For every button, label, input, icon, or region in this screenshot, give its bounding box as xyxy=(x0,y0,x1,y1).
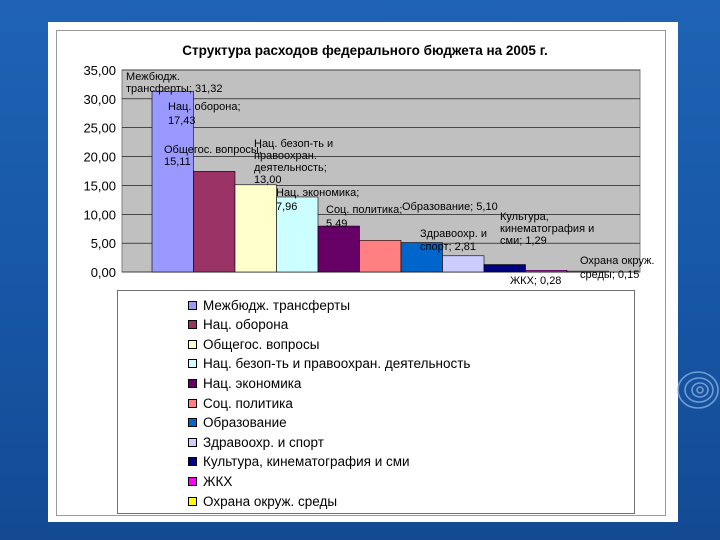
legend-item: ЖКХ xyxy=(188,473,232,489)
bar xyxy=(566,270,609,273)
y-tick-label: 5,00 xyxy=(91,236,116,251)
legend-item: Нац. экономика xyxy=(188,375,301,391)
bar xyxy=(234,184,277,273)
y-tick-label: 25,00 xyxy=(83,121,116,136)
bar xyxy=(483,264,526,273)
legend-item: Культура, кинематография и сми xyxy=(188,454,410,470)
bar xyxy=(276,196,319,273)
legend-swatch xyxy=(188,378,197,388)
legend-label: Нац. оборона xyxy=(203,317,289,333)
legend-swatch xyxy=(188,359,197,369)
legend-swatch xyxy=(188,300,197,310)
y-tick-label: 20,00 xyxy=(83,150,116,165)
legend: Межбюдж. трансферты Нац. оборона Общегос. … xyxy=(117,290,635,514)
legend-swatch xyxy=(188,457,197,467)
legend-item: Соц. политика xyxy=(188,395,293,411)
data-label: Здравоохр. и спорт; 2,81 xyxy=(420,228,487,253)
legend-label: Межбюдж. трансферты xyxy=(203,297,351,313)
legend-swatch xyxy=(188,418,197,428)
bar xyxy=(442,255,485,273)
data-label: ЖКХ; 0,28 xyxy=(510,275,561,287)
y-tick-label: 10,00 xyxy=(83,207,116,222)
legend-label: Общегос. вопросы xyxy=(203,336,320,352)
legend-item: Нац. безоп-ть и правоохран. деятельность xyxy=(188,356,470,372)
legend-swatch xyxy=(188,476,197,486)
swirl-decoration-icon xyxy=(677,371,719,409)
legend-swatch xyxy=(188,437,197,447)
data-label: Общегос. вопросы; 15,11 xyxy=(164,144,262,168)
legend-item: Нац. оборона xyxy=(188,317,288,333)
data-label: Соц. политика; 5,49 xyxy=(326,204,402,230)
legend-item: Охрана окруж. среды xyxy=(188,493,337,509)
data-label: Образование; 5,10 xyxy=(402,201,498,213)
legend-swatch xyxy=(188,339,197,349)
legend-swatch xyxy=(188,496,197,506)
y-tick-label: 30,00 xyxy=(83,92,116,107)
y-axis-ticks: 0,00 5,00 10,00 15,00 20,00 25,00 30,00 35,00 xyxy=(83,63,116,280)
data-label: Нац. безоп-ть и правоохран. деятельность; 1… xyxy=(254,138,333,186)
legend-label: Соц. политика xyxy=(203,395,293,411)
data-label: Охрана окруж. среды; 0,15 xyxy=(580,255,654,281)
data-label: Культура, кинематография и сми; 1,29 xyxy=(500,211,594,247)
legend-label: Здравоохр. и спорт xyxy=(203,434,324,450)
bar xyxy=(151,90,194,273)
y-tick-label: 0,00 xyxy=(91,265,116,280)
legend-swatch xyxy=(188,320,197,330)
legend-item: Образование xyxy=(188,415,287,431)
legend-swatch xyxy=(188,398,197,408)
data-label: Межбюдж. трансферты; 31,32 xyxy=(126,71,222,95)
data-label: Нац. оборона; 17,43 xyxy=(168,101,241,127)
bar xyxy=(525,270,568,273)
legend-item: Межбюдж. трансферты xyxy=(188,297,350,313)
legend-label: Образование xyxy=(203,415,287,431)
y-tick-label: 15,00 xyxy=(83,178,116,193)
legend-label: Нац. экономика xyxy=(203,375,302,391)
bar xyxy=(317,225,360,273)
bar xyxy=(359,240,402,273)
legend-label: Культура, кинематография и сми xyxy=(203,454,410,470)
legend-label: ЖКХ xyxy=(203,473,233,489)
legend-item: Общегос. вопросы xyxy=(188,336,319,352)
data-label: Нац. экономика; 7,96 xyxy=(276,187,359,213)
legend-item: Здравоохр. и спорт xyxy=(188,434,324,450)
data-labels: Межбюдж. трансферты; 31,32 Нац. оборона; 17… xyxy=(126,71,654,287)
legend-label: Охрана окруж. среды xyxy=(203,493,338,509)
bars xyxy=(151,90,609,273)
chart-title: Структура расходов федерального бюджета … xyxy=(182,43,547,58)
y-tick-label: 35,00 xyxy=(83,63,116,78)
bar xyxy=(193,171,236,273)
legend-label: Нац. безоп-ть и правоохран. деятельность xyxy=(203,356,471,372)
